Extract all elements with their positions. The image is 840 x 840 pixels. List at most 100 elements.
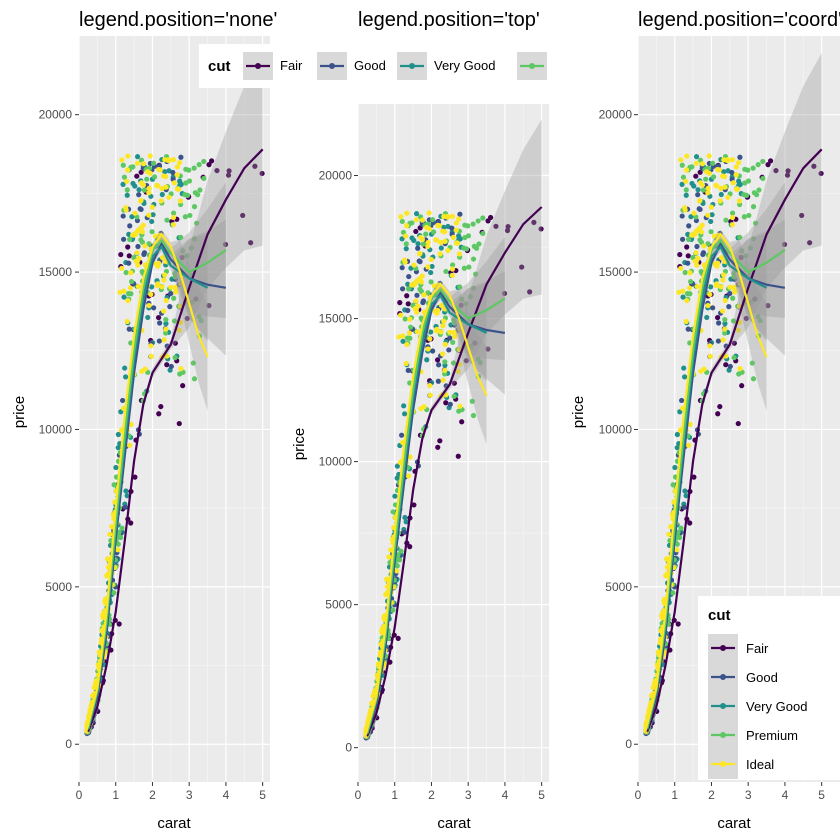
point-fair: [118, 251, 124, 258]
point-premium: [418, 315, 424, 321]
point-ideal: [407, 316, 413, 322]
ribbon-fair: [367, 119, 542, 741]
point-ideal: [411, 262, 417, 268]
point-premium: [678, 525, 684, 531]
point-ideal: [434, 237, 440, 243]
point-fair: [176, 420, 182, 427]
point-very-good: [704, 314, 710, 321]
point-fair: [180, 383, 186, 389]
point-premium: [402, 316, 408, 322]
point-fair: [259, 170, 265, 177]
point-ideal: [146, 302, 152, 309]
y-tick-label: 0: [345, 741, 352, 755]
point-ideal: [678, 157, 684, 163]
point-ideal: [168, 284, 174, 290]
point-fair: [455, 453, 461, 459]
point-fair: [226, 168, 232, 174]
legend-label: Premium: [746, 728, 798, 743]
point-premium: [124, 187, 130, 193]
point-premium: [750, 236, 757, 242]
point-ideal: [117, 289, 123, 295]
point-premium: [470, 256, 477, 262]
point-fair: [434, 357, 441, 363]
point-good: [685, 326, 691, 332]
point-premium: [450, 360, 457, 366]
point-ideal: [438, 329, 444, 335]
point-ideal: [687, 421, 693, 427]
point-ideal: [434, 310, 440, 316]
point-very-good: [159, 191, 165, 198]
y-tick-label: 5000: [605, 580, 632, 594]
x-tick-label: 3: [465, 788, 472, 802]
point-premium: [111, 482, 117, 488]
point-fair: [437, 438, 443, 444]
point-fair: [807, 240, 813, 246]
point-fair: [504, 227, 511, 234]
point-ideal: [159, 284, 165, 290]
point-ideal: [161, 337, 167, 343]
point-fair: [493, 223, 499, 229]
point-ideal: [684, 167, 690, 173]
point-very-good: [115, 445, 121, 451]
point-ideal: [425, 346, 431, 352]
point-ideal: [162, 157, 168, 163]
point-premium: [442, 359, 448, 365]
point-fair: [485, 218, 491, 224]
legend-point: [720, 732, 726, 738]
point-fair: [248, 240, 254, 246]
point-ideal: [729, 222, 735, 228]
point-ideal: [170, 214, 177, 221]
ribbon-very-good: [647, 234, 767, 734]
point-fair: [527, 289, 533, 295]
point-premium: [127, 236, 133, 243]
point-premium: [194, 220, 200, 226]
point-premium: [750, 204, 757, 210]
point-premium: [462, 234, 468, 241]
point-premium: [201, 158, 207, 165]
point-good: [168, 363, 174, 370]
point-ideal: [155, 263, 161, 269]
point-very-good: [162, 169, 168, 175]
point-ideal: [685, 442, 692, 448]
point-ideal: [417, 234, 424, 240]
point-premium: [457, 284, 463, 290]
point-good: [405, 307, 411, 314]
point-very-good: [122, 365, 128, 371]
point-ideal: [733, 164, 739, 170]
point-premium: [430, 217, 436, 223]
point-premium: [197, 187, 203, 193]
x-axis-label: carat: [717, 815, 751, 832]
point-very-good: [124, 493, 130, 499]
point-ideal: [137, 198, 144, 204]
point-fair: [784, 172, 791, 178]
point-ideal: [125, 153, 131, 159]
point-very-good: [401, 403, 407, 409]
point-premium: [171, 318, 178, 324]
point-ideal: [100, 615, 106, 621]
point-ideal: [449, 266, 456, 272]
point-very-good: [403, 519, 409, 525]
point-premium: [398, 548, 404, 554]
point-very-good: [134, 154, 141, 160]
point-ideal: [699, 161, 706, 167]
point-ideal: [442, 238, 448, 244]
point-premium: [746, 212, 752, 219]
point-ideal: [428, 256, 434, 263]
point-ideal: [691, 210, 697, 216]
point-good: [137, 206, 143, 212]
point-good: [178, 154, 184, 160]
legend-label: Very Good: [434, 58, 495, 73]
point-premium: [191, 236, 198, 242]
point-premium: [682, 269, 688, 276]
panel-title: legend.position='top': [358, 9, 540, 31]
point-ideal: [419, 273, 425, 279]
point-premium: [151, 174, 158, 180]
point-premium: [743, 253, 749, 259]
point-very-good: [683, 192, 689, 198]
point-ideal: [379, 626, 386, 632]
point-ideal: [123, 207, 129, 213]
y-tick-label: 10000: [319, 455, 353, 469]
point-ideal: [440, 351, 446, 357]
panel-top: 0 5000 10000 15000 20000 0 1 2 3 4 5 legend.posit…: [199, 9, 564, 832]
point-ideal: [711, 233, 717, 239]
